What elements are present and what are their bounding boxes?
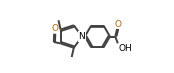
Text: N: N: [79, 32, 85, 41]
Text: O: O: [114, 20, 121, 29]
Text: OH: OH: [118, 44, 132, 53]
Text: O: O: [51, 24, 58, 33]
